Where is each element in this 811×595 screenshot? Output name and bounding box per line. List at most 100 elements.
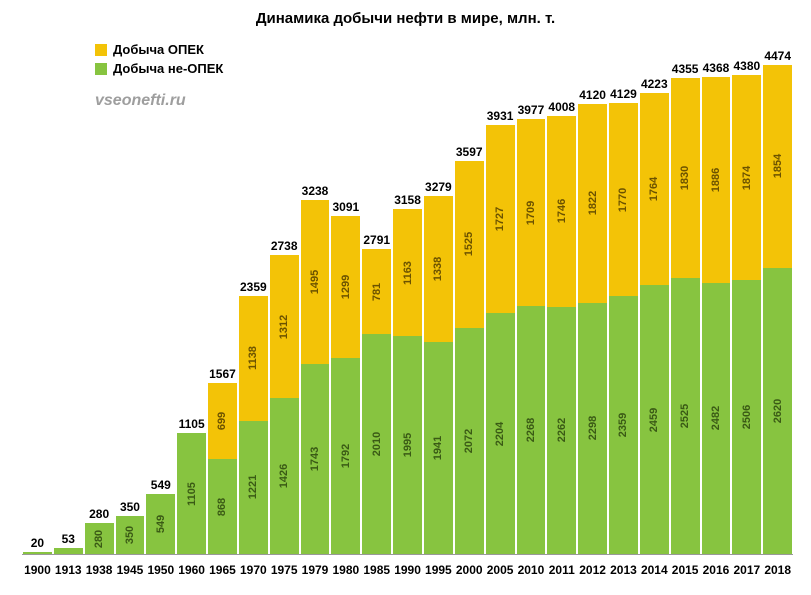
total-label: 2738 — [271, 239, 298, 253]
x-tick: 2012 — [577, 563, 608, 577]
x-tick: 2014 — [639, 563, 670, 577]
x-tick: 2015 — [670, 563, 701, 577]
segment-nonopec: 1221 — [239, 421, 268, 554]
x-tick: 1945 — [115, 563, 146, 577]
segment-nonopec: 1941 — [424, 342, 453, 554]
segment-opec-label: 699 — [216, 412, 228, 430]
segment-nonopec — [23, 552, 52, 554]
x-tick: 1950 — [145, 563, 176, 577]
segment-opec-label: 1854 — [772, 154, 784, 178]
segment-nonopec: 1995 — [393, 336, 422, 554]
segment-nonopec: 2359 — [609, 296, 638, 554]
segment-opec-label: 1764 — [648, 177, 660, 201]
total-label: 2359 — [240, 280, 267, 294]
segment-opec: 1764 — [640, 93, 669, 286]
segment-opec-label: 1163 — [402, 261, 414, 285]
segment-opec: 1312 — [270, 255, 299, 398]
segment-opec-label: 1495 — [309, 270, 321, 294]
total-label: 4368 — [703, 61, 730, 75]
segment-nonopec-label: 2359 — [617, 413, 629, 437]
x-tick: 1995 — [423, 563, 454, 577]
bar-2015: 4355 1830 2525 — [670, 35, 701, 554]
total-label: 53 — [62, 532, 75, 546]
segment-opec-label: 1709 — [525, 201, 537, 225]
segment-opec: 1727 — [486, 125, 515, 314]
bar-1945: 350350 — [115, 35, 146, 554]
x-axis: 1900191319381945195019601965197019751979… — [22, 563, 793, 577]
bar-1938: 280280 — [84, 35, 115, 554]
chart-title: Динамика добычи нефти в мире, млн. т. — [0, 0, 811, 33]
bar-1979: 323814951743 — [300, 35, 331, 554]
bar-1985: 27917812010 — [361, 35, 392, 554]
total-label: 4008 — [548, 100, 575, 114]
x-tick: 2017 — [731, 563, 762, 577]
segment-nonopec: 2525 — [671, 278, 700, 554]
bar-2005: 393117272204 — [485, 35, 516, 554]
total-label: 2791 — [363, 233, 390, 247]
bars-container: 2053280280350350549549110511051567699868… — [22, 35, 793, 554]
total-label: 3279 — [425, 180, 452, 194]
total-label: 3977 — [518, 103, 545, 117]
segment-opec: 1854 — [763, 65, 792, 268]
segment-opec-label: 1746 — [556, 199, 568, 223]
bar-1990: 3158 1163 1995 — [392, 35, 423, 554]
segment-nonopec: 1743 — [301, 364, 330, 554]
segment-nonopec: 350 — [116, 516, 145, 554]
segment-nonopec: 868 — [208, 459, 237, 554]
segment-opec-label: 1874 — [741, 166, 753, 190]
segment-nonopec: 549 — [146, 494, 175, 554]
x-tick: 2013 — [608, 563, 639, 577]
segment-nonopec-label: 1995 — [402, 433, 414, 457]
chart-area: 2053280280350350549549110511051567699868… — [22, 35, 793, 555]
total-label: 3158 — [394, 193, 421, 207]
x-tick: 1960 — [176, 563, 207, 577]
segment-nonopec-label: 1941 — [432, 436, 444, 460]
segment-opec: 1709 — [517, 119, 546, 306]
segment-opec: 1163 — [393, 209, 422, 336]
bar-2012: 412018222298 — [577, 35, 608, 554]
segment-opec: 1874 — [732, 75, 761, 280]
segment-opec-label: 1822 — [587, 191, 599, 215]
segment-nonopec-label: 1221 — [247, 475, 259, 499]
segment-nonopec: 2482 — [702, 283, 731, 554]
segment-nonopec: 2204 — [486, 313, 515, 554]
segment-opec: 1822 — [578, 104, 607, 303]
bar-2011: 400817462262 — [546, 35, 577, 554]
x-tick: 2011 — [546, 563, 577, 577]
total-label: 4355 — [672, 62, 699, 76]
bar-2014: 422317642459 — [639, 35, 670, 554]
x-tick: 1913 — [53, 563, 84, 577]
segment-opec-label: 1886 — [710, 168, 722, 192]
segment-opec-label: 1830 — [679, 166, 691, 190]
segment-nonopec: 2506 — [732, 280, 761, 554]
segment-nonopec: 2072 — [455, 328, 484, 554]
bar-1980: 309112991792 — [330, 35, 361, 554]
bar-2016: 4368 1886 2482 — [701, 35, 732, 554]
bar-2010: 397717092268 — [516, 35, 547, 554]
total-label: 1567 — [209, 367, 236, 381]
segment-opec: 1886 — [702, 77, 731, 283]
segment-opec-label: 1312 — [278, 314, 290, 338]
segment-nonopec-label: 2204 — [494, 421, 506, 445]
segment-nonopec-label: 1105 — [186, 482, 198, 506]
segment-opec: 1770 — [609, 103, 638, 296]
x-tick: 1985 — [361, 563, 392, 577]
segment-opec-label: 1338 — [432, 257, 444, 281]
x-tick: 2016 — [701, 563, 732, 577]
x-tick: 2018 — [762, 563, 793, 577]
x-tick: 2005 — [485, 563, 516, 577]
total-label: 549 — [151, 478, 171, 492]
segment-opec: 1138 — [239, 296, 268, 420]
segment-nonopec: 280 — [85, 523, 114, 554]
total-label: 3597 — [456, 145, 483, 159]
bar-1950: 549549 — [145, 35, 176, 554]
segment-nonopec-label: 2459 — [648, 407, 660, 431]
segment-opec: 1338 — [424, 196, 453, 342]
segment-opec-label: 1727 — [494, 207, 506, 231]
segment-nonopec — [54, 548, 83, 554]
bar-1970: 2359 1138 1221 — [238, 35, 269, 554]
segment-opec-label: 1525 — [463, 232, 475, 256]
segment-nonopec-label: 2506 — [741, 405, 753, 429]
x-tick: 2010 — [516, 563, 547, 577]
segment-opec: 781 — [362, 249, 391, 334]
